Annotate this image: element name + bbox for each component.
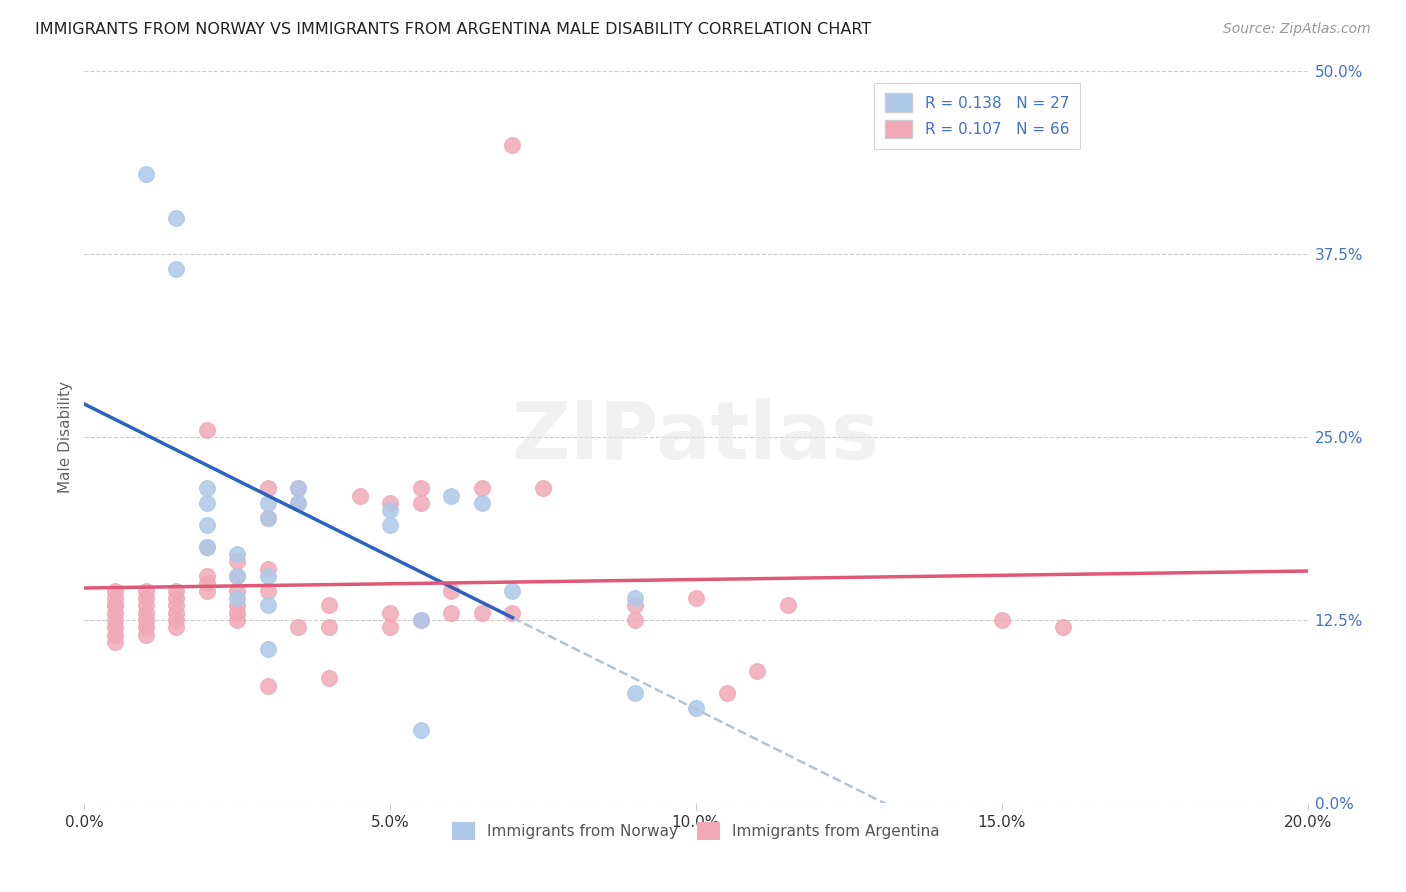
- Text: Source: ZipAtlas.com: Source: ZipAtlas.com: [1223, 22, 1371, 37]
- Point: [226, 591, 249, 605]
- Point: [257, 583, 280, 598]
- Point: [257, 642, 280, 657]
- Point: [471, 606, 494, 620]
- Point: [409, 723, 432, 737]
- Point: [380, 606, 402, 620]
- Point: [257, 510, 280, 524]
- Point: [440, 606, 463, 620]
- Point: [135, 627, 157, 641]
- Point: [318, 620, 340, 634]
- Point: [226, 613, 249, 627]
- Point: [226, 569, 249, 583]
- Point: [502, 137, 524, 152]
- Point: [226, 599, 249, 613]
- Point: [1052, 620, 1074, 634]
- Point: [195, 583, 218, 598]
- Point: [380, 496, 402, 510]
- Point: [226, 554, 249, 568]
- Point: [135, 620, 157, 634]
- Legend: Immigrants from Norway, Immigrants from Argentina: Immigrants from Norway, Immigrants from …: [446, 815, 946, 847]
- Text: ZIPatlas: ZIPatlas: [512, 398, 880, 476]
- Point: [380, 620, 402, 634]
- Point: [624, 686, 647, 700]
- Point: [165, 606, 187, 620]
- Point: [776, 599, 799, 613]
- Point: [287, 620, 309, 634]
- Point: [380, 503, 402, 517]
- Point: [165, 261, 187, 276]
- Point: [685, 700, 707, 714]
- Point: [716, 686, 738, 700]
- Point: [409, 613, 432, 627]
- Point: [624, 591, 647, 605]
- Point: [440, 583, 463, 598]
- Point: [531, 481, 554, 495]
- Point: [226, 606, 249, 620]
- Point: [135, 591, 157, 605]
- Point: [287, 496, 309, 510]
- Y-axis label: Male Disability: Male Disability: [58, 381, 73, 493]
- Point: [471, 481, 494, 495]
- Point: [135, 167, 157, 181]
- Point: [195, 481, 218, 495]
- Point: [195, 576, 218, 591]
- Point: [624, 599, 647, 613]
- Point: [104, 606, 127, 620]
- Point: [257, 510, 280, 524]
- Text: IMMIGRANTS FROM NORWAY VS IMMIGRANTS FROM ARGENTINA MALE DISABILITY CORRELATION : IMMIGRANTS FROM NORWAY VS IMMIGRANTS FRO…: [35, 22, 872, 37]
- Point: [349, 489, 371, 503]
- Point: [135, 613, 157, 627]
- Point: [257, 679, 280, 693]
- Point: [104, 599, 127, 613]
- Point: [165, 599, 187, 613]
- Point: [318, 599, 340, 613]
- Point: [195, 517, 218, 532]
- Point: [287, 481, 309, 495]
- Point: [409, 481, 432, 495]
- Point: [257, 481, 280, 495]
- Point: [104, 591, 127, 605]
- Point: [502, 606, 524, 620]
- Point: [104, 613, 127, 627]
- Point: [165, 620, 187, 634]
- Point: [195, 496, 218, 510]
- Point: [195, 423, 218, 437]
- Point: [624, 613, 647, 627]
- Point: [226, 583, 249, 598]
- Point: [226, 569, 249, 583]
- Point: [195, 569, 218, 583]
- Point: [104, 635, 127, 649]
- Point: [502, 583, 524, 598]
- Point: [257, 496, 280, 510]
- Point: [135, 583, 157, 598]
- Point: [287, 481, 309, 495]
- Point: [257, 562, 280, 576]
- Point: [257, 599, 280, 613]
- Point: [991, 613, 1014, 627]
- Point: [409, 613, 432, 627]
- Point: [287, 496, 309, 510]
- Point: [257, 569, 280, 583]
- Point: [409, 496, 432, 510]
- Point: [685, 591, 707, 605]
- Point: [165, 211, 187, 225]
- Point: [380, 517, 402, 532]
- Point: [135, 606, 157, 620]
- Point: [440, 489, 463, 503]
- Point: [104, 583, 127, 598]
- Point: [471, 496, 494, 510]
- Point: [747, 664, 769, 678]
- Point: [195, 540, 218, 554]
- Point: [165, 583, 187, 598]
- Point: [104, 599, 127, 613]
- Point: [165, 591, 187, 605]
- Point: [165, 613, 187, 627]
- Point: [104, 627, 127, 641]
- Point: [104, 620, 127, 634]
- Point: [135, 599, 157, 613]
- Point: [226, 547, 249, 561]
- Point: [318, 672, 340, 686]
- Point: [195, 540, 218, 554]
